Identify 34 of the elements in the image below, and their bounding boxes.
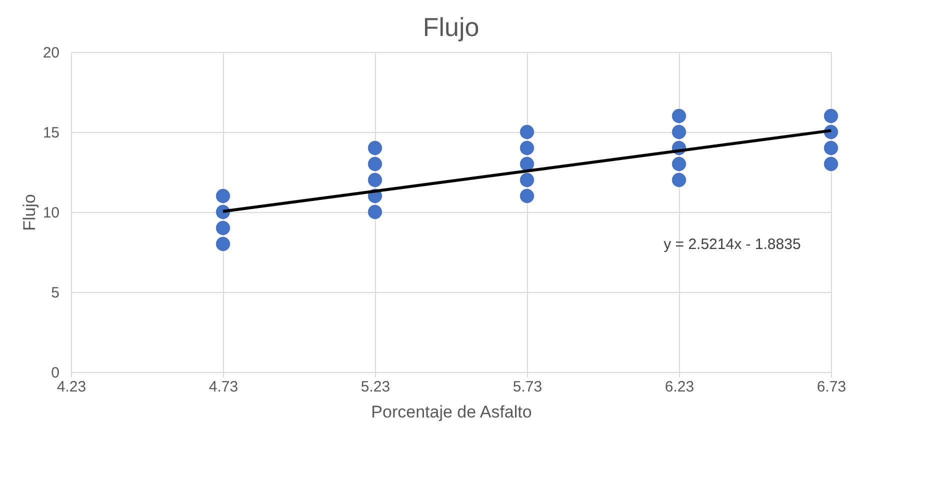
x-axis-title: Porcentaje de Asfalto [371, 402, 532, 422]
point [824, 140, 838, 156]
point [520, 140, 534, 156]
y-tick-label: 10 [42, 204, 60, 222]
point [216, 188, 230, 204]
point [368, 172, 382, 188]
point [824, 156, 838, 172]
point [520, 172, 534, 188]
point [520, 156, 534, 172]
point [368, 204, 382, 220]
point [672, 172, 686, 188]
point [672, 156, 686, 172]
point [216, 220, 230, 236]
y-tick-label: 15 [42, 124, 60, 142]
y-tick-label: 0 [51, 364, 60, 382]
x-tick-label: 6.73 [816, 378, 846, 396]
x-tick-label: 5.73 [512, 378, 542, 396]
y-tick-label: 20 [42, 44, 60, 62]
point [672, 108, 686, 124]
point [368, 156, 382, 172]
point [368, 140, 382, 156]
y-axis-title: Flujo [20, 194, 39, 231]
point [672, 124, 686, 140]
x-tick-label: 6.23 [664, 378, 694, 396]
x-tick-label: 4.23 [56, 378, 86, 396]
y-tick-label: 5 [51, 284, 60, 302]
x-tick-label: 5.23 [360, 378, 390, 396]
point [520, 124, 534, 140]
point [520, 188, 534, 204]
x-tick-label: 4.73 [208, 378, 238, 396]
annotation: y = 2.5214x - 1.8835 [664, 236, 801, 253]
point [216, 236, 230, 252]
point [824, 108, 838, 124]
chart-title: Flujo [422, 12, 480, 42]
